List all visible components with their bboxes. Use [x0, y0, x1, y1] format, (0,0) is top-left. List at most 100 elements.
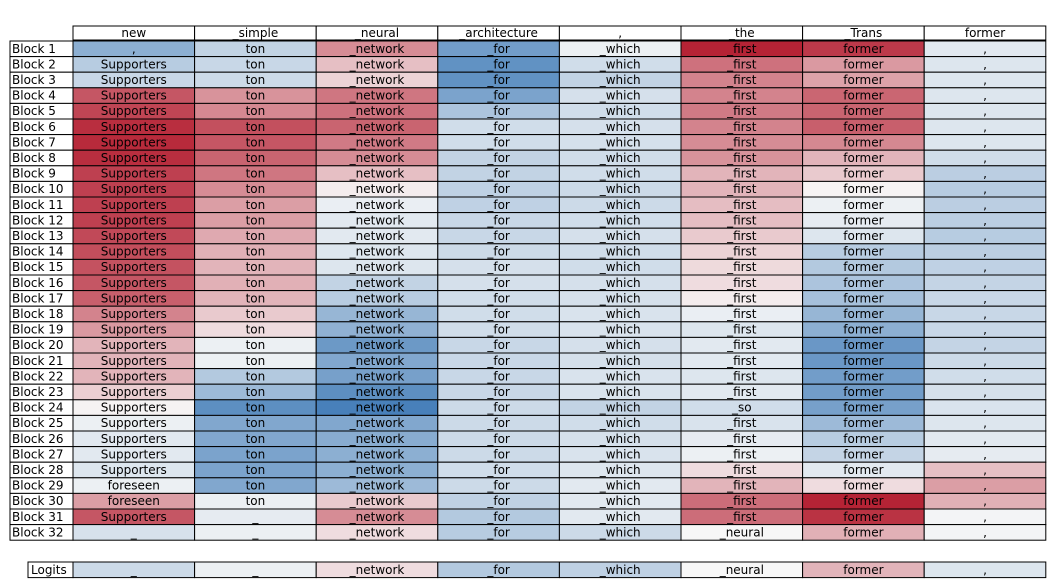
cell-token: former — [843, 416, 883, 430]
cell-token: _first — [726, 447, 757, 461]
cell-token: _which — [599, 494, 641, 508]
cell-token: ton — [246, 42, 266, 56]
cell-token: ton — [246, 354, 266, 368]
cell-token: _which — [599, 73, 641, 87]
cell-token: _network — [349, 416, 405, 430]
cell-token: _for — [486, 369, 510, 383]
cell-token: _which — [599, 57, 641, 71]
cell-token: ton — [246, 323, 266, 337]
cell-token: _first — [726, 510, 757, 524]
row-label: Block 21 — [12, 354, 64, 368]
cell-token: , — [983, 494, 987, 508]
column-header-label: _neural — [354, 26, 399, 40]
cell-token: _first — [726, 307, 757, 321]
cell-token: _first — [726, 104, 757, 118]
cell-token: _first — [726, 198, 757, 212]
cell-token: former — [843, 525, 883, 539]
cell-token: _which — [599, 307, 641, 321]
cell-token: _which — [599, 151, 641, 165]
cell-token: _for — [486, 525, 510, 539]
cell-token: _which — [599, 291, 641, 305]
row-label: Block 8 — [12, 151, 56, 165]
cell-token: _which — [599, 510, 641, 524]
cell-token: _ — [251, 525, 259, 539]
cell-token: Supporters — [101, 369, 167, 383]
row-label: Block 18 — [12, 307, 64, 321]
cell-token: _first — [726, 432, 757, 446]
cell-token: Supporters — [101, 385, 167, 399]
cell-token: Supporters — [101, 338, 167, 352]
cell-token: _first — [726, 135, 757, 149]
cell-token: _which — [599, 463, 641, 477]
cell-token: , — [983, 291, 987, 305]
cell-token: Supporters — [101, 229, 167, 243]
cell-token: _which — [599, 385, 641, 399]
cell-token: _network — [349, 307, 405, 321]
cell-token: ton — [246, 57, 266, 71]
cell-token: _first — [726, 385, 757, 399]
cell-token: , — [983, 510, 987, 524]
cell-token: Supporters — [101, 245, 167, 259]
cell-token: former — [843, 42, 883, 56]
row-label: Block 6 — [12, 120, 56, 134]
cell-token: former — [843, 213, 883, 227]
cell-token: _for — [486, 447, 510, 461]
cell-token: _for — [486, 260, 510, 274]
cell-token: Supporters — [101, 57, 167, 71]
cell-token: , — [983, 104, 987, 118]
row-label: Block 30 — [12, 494, 64, 508]
cell-token: _for — [486, 510, 510, 524]
logits-row-group: Logits _ _ _network _for _which _neural former, — [27, 561, 1047, 579]
cell-token: ton — [246, 120, 266, 134]
cell-token: ton — [246, 307, 266, 321]
logits-token: _network — [349, 563, 405, 577]
row-label: Block 22 — [12, 369, 64, 383]
cell-token: _which — [599, 245, 641, 259]
cell-token: _which — [599, 42, 641, 56]
cell-token: ton — [246, 245, 266, 259]
cell-token: , — [983, 213, 987, 227]
cell-token: former — [843, 385, 883, 399]
cell-token: _for — [486, 276, 510, 290]
cell-token: Supporters — [101, 167, 167, 181]
cell-token: _which — [599, 479, 641, 493]
cell-token: former — [843, 167, 883, 181]
row-label: Block 20 — [12, 338, 64, 352]
cell-token: _network — [349, 151, 405, 165]
cell-token: _first — [726, 182, 757, 196]
cell-token: former — [843, 245, 883, 259]
cell-token: Supporters — [101, 447, 167, 461]
row-label: Block 10 — [12, 182, 64, 196]
cell-token: _for — [486, 385, 510, 399]
cell-token: ton — [246, 401, 266, 415]
cell-token: _neural — [719, 525, 764, 539]
cell-token: _for — [486, 401, 510, 415]
heatmap-cell — [923, 524, 1047, 541]
cell-token: former — [843, 57, 883, 71]
cell-token: _which — [599, 89, 641, 103]
cell-token: _first — [726, 323, 757, 337]
cell-token: _which — [599, 416, 641, 430]
cell-token: _for — [486, 245, 510, 259]
column-header-label: _Trans — [844, 26, 883, 40]
cell-token: _network — [349, 57, 405, 71]
cell-grid: , ton _network _for _which _first former ,Suppo… — [72, 40, 1047, 541]
row-label: Block 4 — [12, 89, 56, 103]
cell-token: Supporters — [101, 291, 167, 305]
cell-token: , — [983, 120, 987, 134]
cell-token: _network — [349, 525, 405, 539]
row-label: Block 28 — [12, 463, 64, 477]
cell-token: , — [983, 42, 987, 56]
cell-token: ton — [246, 369, 266, 383]
cell-token: _network — [349, 276, 405, 290]
cell-token: ton — [246, 213, 266, 227]
cell-token: _first — [726, 151, 757, 165]
row-label: Block 13 — [12, 229, 64, 243]
cell-token: _ — [251, 510, 259, 524]
cell-token: ton — [246, 73, 266, 87]
cell-token: _network — [349, 510, 405, 524]
cell-token: former — [843, 494, 883, 508]
cell-token: Supporters — [101, 307, 167, 321]
cell-token: former — [843, 260, 883, 274]
